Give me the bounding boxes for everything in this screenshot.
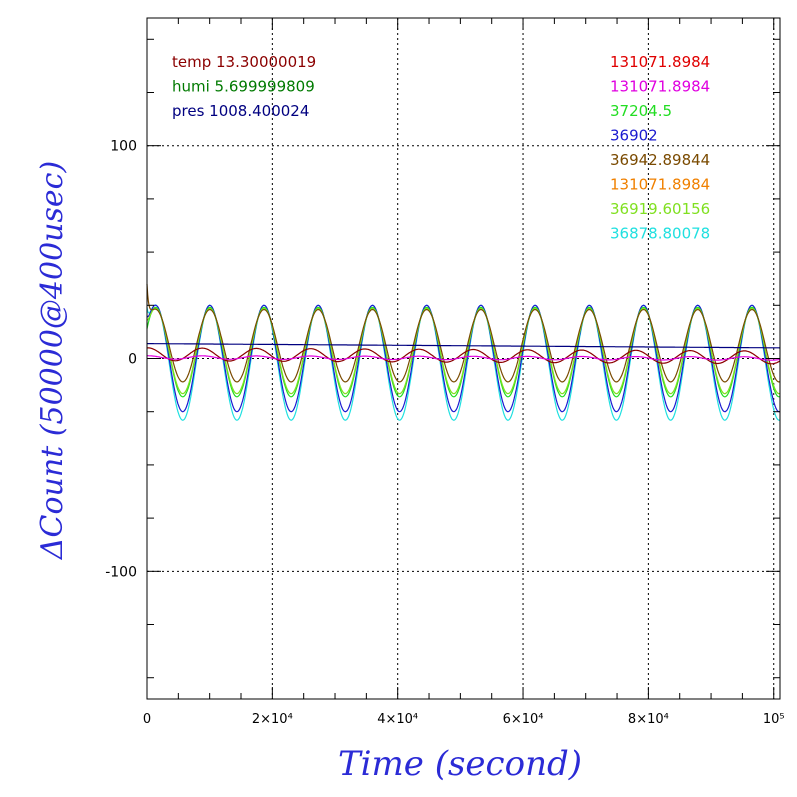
series-line xyxy=(146,304,781,413)
series-line xyxy=(147,355,781,361)
right-legend-label: 36902 xyxy=(610,127,658,145)
left-legend-label: humi 5.699999809 xyxy=(172,78,315,96)
tick-labels: 0 2×10⁴ 4×10⁴ 6×10⁴ 8×10⁴ 10⁵ 100 0 -100 xyxy=(105,139,784,727)
x-tick-label: 10⁵ xyxy=(763,712,785,727)
legend: temp 13.30000019 humi 5.699999809 pres 100… xyxy=(172,53,710,243)
series-line xyxy=(146,307,781,395)
x-axis-title: Time (second) xyxy=(338,744,582,784)
left-legend-label: pres 1008.400024 xyxy=(172,102,309,120)
axis-ticks xyxy=(146,18,780,699)
right-legend-label: 131071.8984 xyxy=(610,176,710,194)
right-legend-label: 131071.8984 xyxy=(610,78,710,96)
x-tick-label: 8×10⁴ xyxy=(628,712,669,727)
x-tick-label: 6×10⁴ xyxy=(503,712,544,727)
series-lines xyxy=(146,283,781,421)
series-line xyxy=(146,283,781,383)
right-legend-label: 36919.60156 xyxy=(610,200,710,218)
right-legend-label: 36878.80078 xyxy=(610,225,710,243)
right-legend-label: 37204.5 xyxy=(610,102,672,120)
x-tick-label: 0 xyxy=(143,712,151,727)
y-axis-title: ΔCount (50000@400usec) xyxy=(35,161,70,560)
y-tick-label: -100 xyxy=(105,564,137,580)
y-tick-label: 0 xyxy=(128,352,137,368)
right-legend-label: 36942.89844 xyxy=(610,151,710,169)
x-tick-label: 4×10⁴ xyxy=(377,712,418,727)
y-tick-label: 100 xyxy=(110,139,137,155)
series-line xyxy=(147,343,780,349)
x-tick-label: 2×10⁴ xyxy=(252,712,293,727)
left-legend-label: temp 13.30000019 xyxy=(172,53,316,71)
right-legend-label: 131071.8984 xyxy=(610,53,710,71)
